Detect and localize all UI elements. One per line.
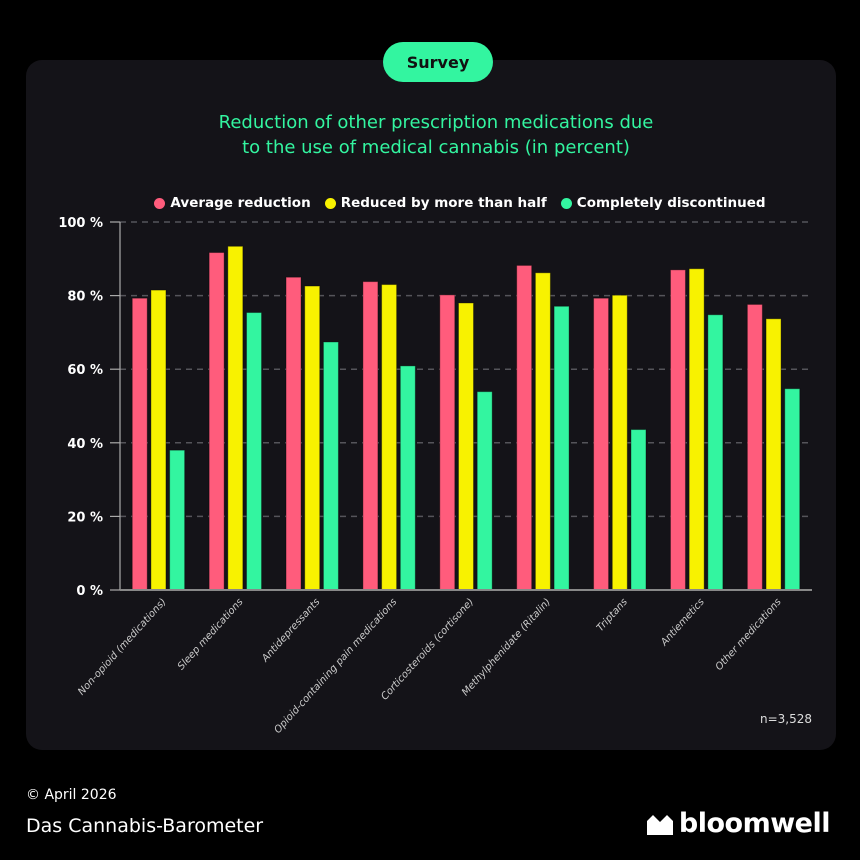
bar xyxy=(285,276,302,591)
legend-dot xyxy=(324,197,336,209)
y-tick-label: 100 % xyxy=(58,216,103,231)
bar xyxy=(304,285,321,591)
chart-title-line-2: to the use of medical cannabis (in perce… xyxy=(242,137,630,158)
bar xyxy=(784,388,801,591)
bar xyxy=(439,294,456,591)
bar xyxy=(630,429,647,591)
bar xyxy=(553,305,570,591)
sample-size-note: n=3,528 xyxy=(759,712,812,726)
bar xyxy=(399,365,416,591)
bar xyxy=(611,294,628,591)
y-tick-label: 40 % xyxy=(67,437,103,452)
bar xyxy=(362,281,379,591)
bar xyxy=(169,449,186,591)
x-tick-label: Antiemetics xyxy=(658,597,707,649)
legend-item-discontinued: Completely discontinued xyxy=(560,195,766,211)
bar xyxy=(246,312,263,591)
footer-date: © April 2026 xyxy=(26,787,117,803)
bloomwell-logo: bloomwell xyxy=(646,808,831,839)
bar xyxy=(208,252,225,591)
chart-title-line-1: Reduction of other prescription medicati… xyxy=(218,112,654,133)
legend-label: Reduced by more than half xyxy=(340,195,547,211)
bar xyxy=(476,391,493,591)
bar xyxy=(746,303,763,591)
bar xyxy=(227,245,244,591)
survey-badge: Survey xyxy=(383,42,493,82)
bar xyxy=(669,269,686,591)
x-tick-label: Opioid-containing pain medications xyxy=(272,597,399,736)
bar xyxy=(150,289,167,591)
x-tick-label: Antidepressants xyxy=(259,597,322,665)
legend-item-average: Average reduction xyxy=(154,195,311,211)
bar xyxy=(381,284,398,591)
legend-item-more-than-half: Reduced by more than half xyxy=(324,195,547,211)
bar xyxy=(765,318,782,591)
bar xyxy=(707,314,724,591)
x-tick-label: Non-opioid (medications) xyxy=(76,597,169,698)
logo-text: bloomwell xyxy=(678,808,831,839)
x-tick-label: Methylphenidate (Ritalin) xyxy=(460,597,553,699)
legend: Average reduction Reduced by more than h… xyxy=(0,195,860,211)
legend-label: Average reduction xyxy=(170,195,311,211)
footer-brand: Das Cannabis-Barometer xyxy=(26,815,264,837)
bar xyxy=(458,302,474,591)
y-tick-label: 80 % xyxy=(67,290,103,305)
x-tick-label: Triptans xyxy=(595,597,630,634)
chart-title: Reduction of other prescription medicati… xyxy=(0,110,860,160)
bar xyxy=(593,297,610,591)
legend-dot xyxy=(560,197,572,209)
y-tick-label: 60 % xyxy=(67,363,103,378)
bar xyxy=(516,264,533,591)
y-tick-label: 20 % xyxy=(67,510,103,525)
bar xyxy=(534,272,551,591)
x-tick-label: Sleep medications xyxy=(176,597,246,673)
bar xyxy=(131,297,148,591)
bar xyxy=(688,268,705,591)
x-tick-label: Other medications xyxy=(714,597,784,673)
legend-label: Completely discontinued xyxy=(576,195,766,211)
legend-dot xyxy=(154,197,166,209)
x-tick-label: Corticosteroids (cortisone) xyxy=(379,597,476,703)
bar xyxy=(322,341,339,591)
y-tick-label: 0 % xyxy=(76,584,103,599)
bloomwell-logo-icon xyxy=(646,814,673,835)
